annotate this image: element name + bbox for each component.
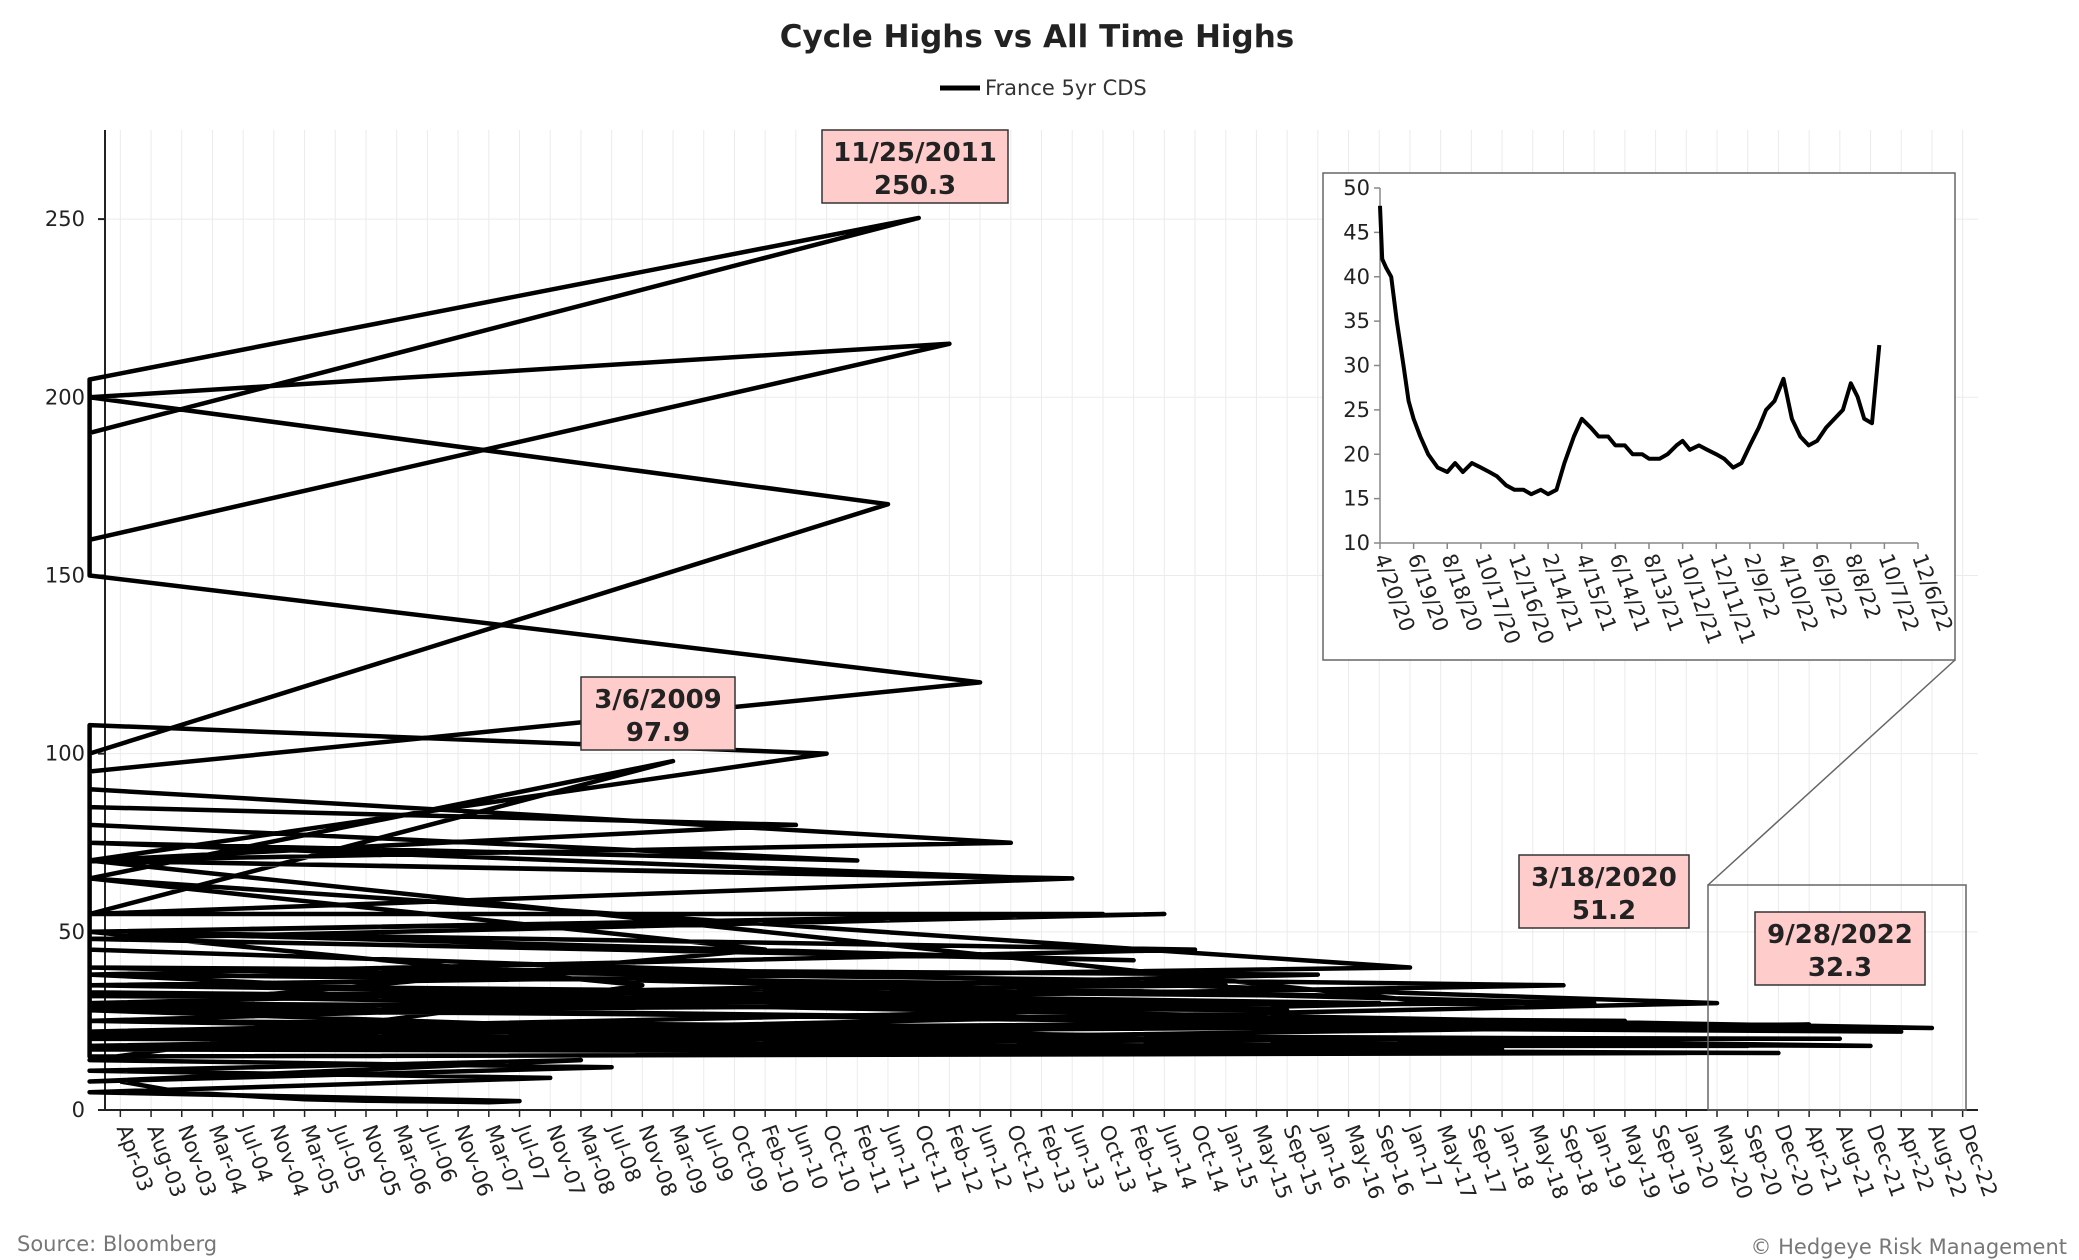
inset-series-line — [1378, 205, 1882, 497]
annotation-value: 32.3 — [1808, 953, 1872, 983]
annotation-value: 250.3 — [874, 171, 956, 201]
main-y-tick-label: 0 — [72, 1098, 85, 1122]
annotation-value: 97.9 — [626, 718, 690, 748]
inset-y-tick-label: 35 — [1343, 309, 1370, 333]
legend: France 5yr CDS — [940, 76, 1147, 100]
main-y-tick-label: 250 — [45, 207, 85, 231]
annotation-bg — [1754, 911, 1926, 986]
zoom-connector — [1707, 659, 1967, 1111]
main-y-tick-label: 150 — [45, 563, 85, 587]
inset-y-tick-label: 20 — [1343, 442, 1370, 466]
main-series-line — [87, 215, 1935, 1105]
annotation-value: 51.2 — [1572, 896, 1636, 926]
source-note: Source: Bloomberg — [17, 1232, 218, 1256]
main-y-tick-label: 200 — [45, 385, 85, 409]
inset-y-tick-label: 40 — [1343, 265, 1370, 289]
inset-y-tick-label: 25 — [1343, 398, 1370, 422]
inset-y-tick-label: 45 — [1343, 220, 1370, 244]
annotation-date: 9/28/2022 — [1767, 920, 1913, 950]
annotation-date: 11/25/2011 — [833, 138, 997, 168]
annotation-bg — [580, 676, 736, 751]
inset-y-tick-label: 30 — [1343, 354, 1370, 378]
inset-chart: 10 15 20 25 30 35 40 45 50 4/20/206/19/208/18/20… — [1322, 172, 1958, 661]
inset-y-tick-labels: 10 15 20 25 30 35 40 45 50 — [1343, 176, 1380, 555]
inset-x-tick-labels: 4/20/206/19/208/18/2010/17/2012/16/202/1… — [1369, 543, 1958, 647]
annotation-bg — [821, 129, 1009, 204]
inset-y-tick-label: 50 — [1343, 176, 1370, 200]
legend-label: France 5yr CDS — [985, 76, 1147, 100]
inset-y-tick-label: 15 — [1343, 487, 1370, 511]
main-y-tick-labels: 0 50 100 150 200 250 — [45, 207, 105, 1122]
chart-title: Cycle Highs vs All Time Highs — [780, 19, 1295, 55]
annotation-date: 3/6/2009 — [594, 685, 722, 715]
main-x-tick-labels: Apr-03Aug-03Nov-03Mar-04Jul-04Nov-04Mar-… — [112, 1110, 2002, 1202]
main-y-tick-label: 50 — [58, 920, 85, 944]
annotation-date: 3/18/2020 — [1531, 863, 1677, 893]
inset-y-tick-label: 10 — [1343, 531, 1370, 555]
main-y-tick-label: 100 — [45, 742, 85, 766]
inset-frame — [1322, 172, 1956, 661]
copyright-note: © Hedgeye Risk Management — [1750, 1235, 2067, 1259]
zoom-region-box — [1707, 884, 1967, 1111]
annotation-bg — [1518, 854, 1690, 929]
connector-line-right — [1707, 659, 1956, 886]
